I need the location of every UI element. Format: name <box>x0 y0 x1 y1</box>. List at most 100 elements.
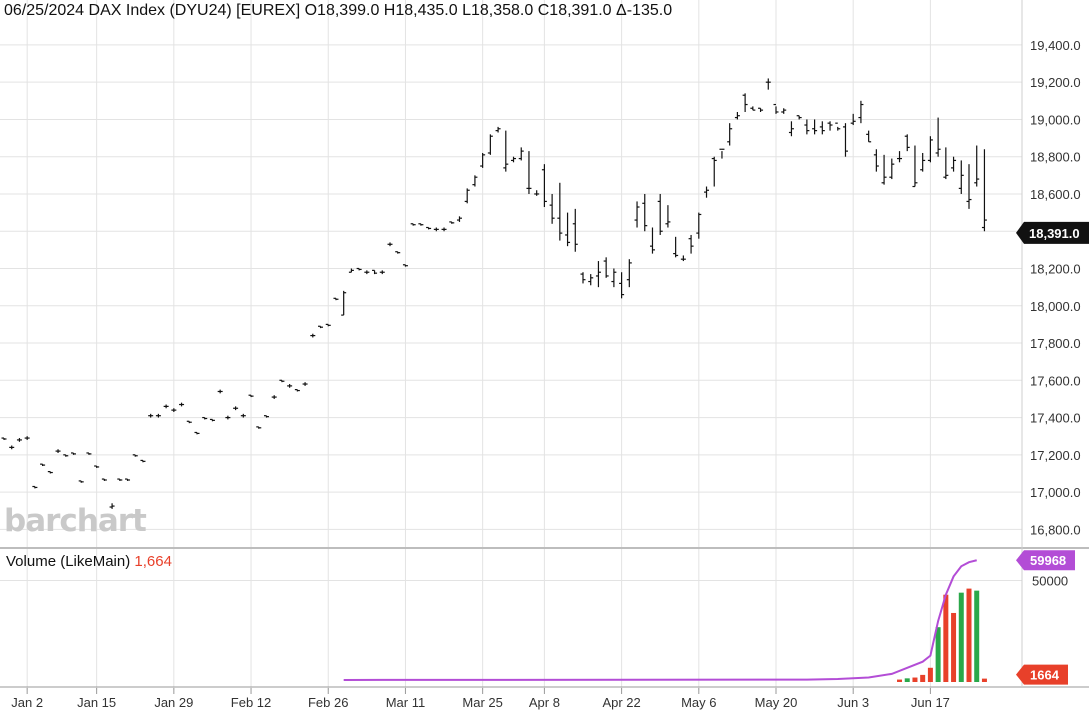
ohlc-bar <box>32 485 38 489</box>
ohlc-bar <box>364 270 370 275</box>
ohlc-bar <box>835 122 841 131</box>
price-axis-tick-label: 16,800.0 <box>1030 522 1081 537</box>
header-low: L18,358.0 <box>462 2 534 19</box>
ohlc-bar <box>194 431 200 435</box>
ohlc-bar <box>773 103 779 114</box>
ohlc-bar <box>341 290 347 316</box>
volume-bar <box>958 592 964 682</box>
ohlc-bar <box>812 119 818 135</box>
ohlc-bar <box>256 426 262 429</box>
ohlc-bar <box>557 182 563 241</box>
volume-bar <box>912 677 918 682</box>
tags-layer: 18,391.0 59968 1664 <box>1016 221 1089 685</box>
ohlc-bar <box>86 452 92 455</box>
ohlc-bar <box>649 227 655 254</box>
ohlc-bar <box>117 478 123 481</box>
volume-bar <box>897 679 903 682</box>
ohlc-bar <box>842 123 848 157</box>
ohlc-bar <box>294 389 300 392</box>
volume-bar <box>951 612 957 682</box>
ohlc-bar <box>873 149 879 172</box>
ohlc-bar <box>171 408 177 412</box>
volume-axis-tick-label: 50000 <box>1032 573 1068 588</box>
ohlc-bar <box>704 186 710 198</box>
date-axis-tick-label: Jun 17 <box>911 695 950 710</box>
header-date: 06/25/2024 <box>4 2 85 19</box>
ohlc-bar <box>418 223 424 226</box>
ohlc-bar <box>788 121 794 137</box>
ohlc-bar <box>372 269 378 275</box>
header-high: H18,435.0 <box>383 2 458 19</box>
ohlc-bar <box>302 382 308 386</box>
price-axis-tick-label: 18,800.0 <box>1030 150 1081 165</box>
volume-bar <box>974 590 980 682</box>
volume-bar <box>966 588 972 682</box>
ohlc-bar <box>94 465 100 468</box>
date-axis-tick-label: Jan 29 <box>154 695 193 710</box>
ohlc-bar <box>742 93 748 112</box>
last-price-tag <box>1016 221 1089 244</box>
ohlc-bar <box>356 267 362 271</box>
volume-bar <box>943 594 949 682</box>
price-axis-tick-label: 17,000.0 <box>1030 485 1081 500</box>
ohlc-bar <box>163 404 169 409</box>
ohlc-bar <box>70 452 76 455</box>
header-open: O18,399.0 <box>304 2 380 19</box>
ohlc-bar <box>750 106 756 111</box>
date-axis-tick-label: Feb 12 <box>231 695 271 710</box>
ohlc-bar <box>217 389 223 394</box>
price-axis-tick-label: 17,400.0 <box>1030 411 1081 426</box>
ohlc-bar <box>487 134 493 155</box>
ohlc-bar <box>580 272 586 284</box>
ohlc-bar <box>981 149 987 232</box>
grid-layer <box>0 0 1022 690</box>
ohlc-bar <box>642 193 648 232</box>
volume-bar <box>981 678 987 682</box>
last-volume-tag <box>1016 664 1068 685</box>
ohlc-bar <box>140 459 146 463</box>
ohlc-bar <box>603 257 609 278</box>
ohlc-bar <box>611 268 617 288</box>
ohlc-bar <box>935 117 941 157</box>
ohlc-bar <box>858 100 864 124</box>
ohlc-bar <box>889 158 895 180</box>
ohlc-bar <box>897 151 903 163</box>
ohlc-bar <box>673 236 679 258</box>
price-axis-tick-label: 17,200.0 <box>1030 448 1081 463</box>
ohlc-bar <box>40 463 46 467</box>
ohlc-bar <box>765 78 771 90</box>
ohlc-bar <box>279 379 285 383</box>
ohlc-bar <box>248 394 254 398</box>
ohlc-bar <box>24 436 30 440</box>
price-axis-tick-label: 18,200.0 <box>1030 262 1081 277</box>
ohlc-bar <box>63 454 69 457</box>
volume-header: Volume (LikeMain) 1,664 <box>6 553 172 570</box>
ohlc-bar <box>588 274 594 286</box>
last-price-tag-label: 18,391.0 <box>1029 226 1080 241</box>
ohlc-bar <box>202 416 208 420</box>
ohlc-bar <box>534 190 540 196</box>
ohlc-bar <box>387 242 393 247</box>
ohlc-bar <box>727 123 733 146</box>
ohlc-bar <box>271 395 277 399</box>
price-axis-tick-label: 19,200.0 <box>1030 75 1081 90</box>
volume-bar <box>920 674 926 682</box>
date-axis-tick-label: May 20 <box>755 695 798 710</box>
ohlc-bar <box>912 145 918 188</box>
ohlc-bar <box>47 471 53 474</box>
ohlc-bar <box>464 188 470 204</box>
ohlc-bar <box>495 126 501 133</box>
date-axis-tick-label: Feb 26 <box>308 695 348 710</box>
ohlc-bar <box>565 212 571 247</box>
ohlc-bar <box>850 113 856 126</box>
ohlc-bar <box>379 270 385 275</box>
ohlc-bar <box>734 111 740 120</box>
ohlc-bar <box>348 268 354 273</box>
ohlc-bar <box>209 418 215 422</box>
ohlc-bar <box>572 208 578 252</box>
ohlc-bar <box>711 156 717 187</box>
ohlc-bar <box>325 323 331 327</box>
barchart-logo: barchart <box>4 503 147 539</box>
